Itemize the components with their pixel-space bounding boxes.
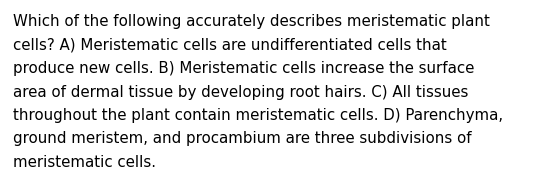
- Text: cells? A) Meristematic cells are undifferentiated cells that: cells? A) Meristematic cells are undiffe…: [13, 37, 447, 52]
- Text: ground meristem, and procambium are three subdivisions of: ground meristem, and procambium are thre…: [13, 131, 472, 146]
- Text: area of dermal tissue by developing root hairs. C) All tissues: area of dermal tissue by developing root…: [13, 84, 468, 99]
- Text: Which of the following accurately describes meristematic plant: Which of the following accurately descri…: [13, 14, 490, 29]
- Text: produce new cells. B) Meristematic cells increase the surface: produce new cells. B) Meristematic cells…: [13, 61, 474, 76]
- Text: throughout the plant contain meristematic cells. D) Parenchyma,: throughout the plant contain meristemati…: [13, 108, 503, 123]
- Text: meristematic cells.: meristematic cells.: [13, 155, 156, 170]
